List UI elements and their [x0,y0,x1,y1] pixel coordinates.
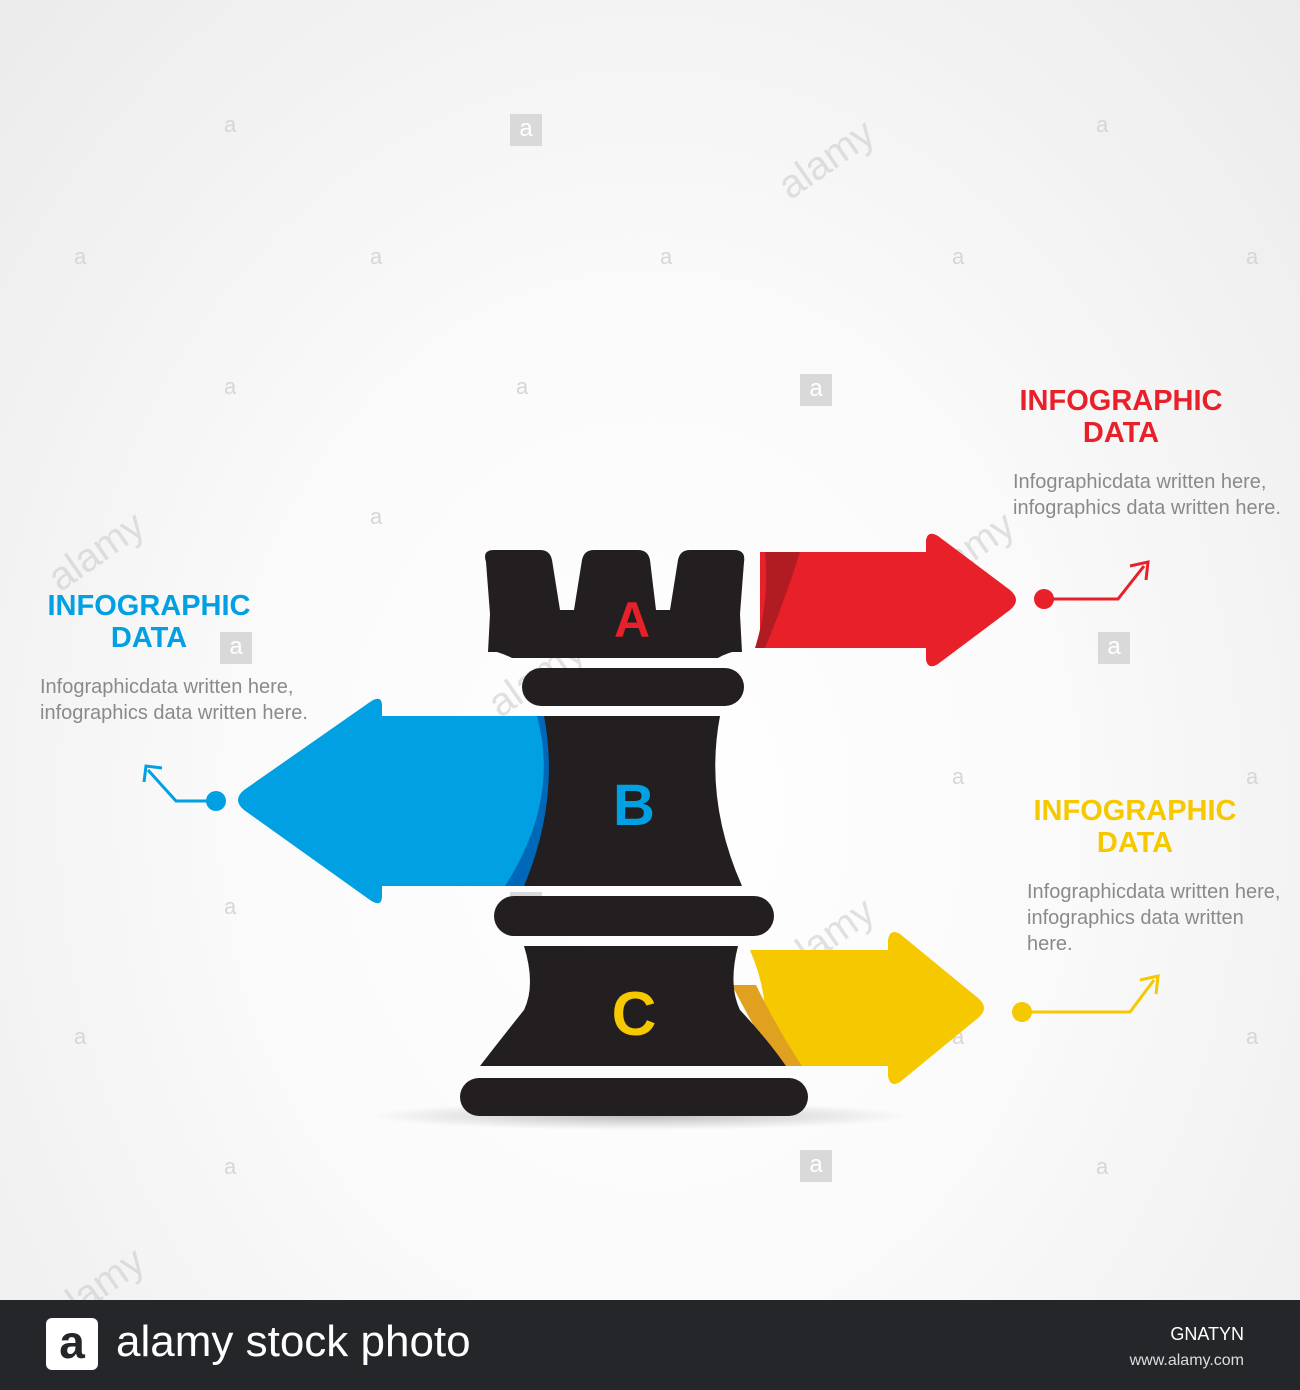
item-b-title: INFOGRAPHIC DATA [19,590,279,654]
connector-a-line [1044,565,1146,601]
watermark-letter: a [952,764,965,789]
item-a-description: Infographicdata written here, infographi… [1013,471,1281,519]
connector-c [1012,974,1160,1022]
watermark-box: a [510,114,542,146]
connector-b-line [146,768,216,803]
watermark-letter: a [74,244,87,269]
watermark-letter: a [224,112,237,137]
rook-lower-body [480,946,786,1066]
letter-a: A [614,592,650,648]
item-c-description: Infographicdata written here, infographi… [1027,881,1281,955]
image-id: GNATYN [1170,1324,1244,1344]
item-c-title-line2: DATA [1096,827,1174,859]
arrow-c-fold [732,985,802,1066]
watermark-box: a [800,374,832,406]
arrow-a-fold [755,552,800,648]
letter-c: C [612,980,657,1049]
rook-diagram: A B C [142,533,1160,1130]
connector-a [1034,560,1150,609]
connector-b-arrowhead [142,764,163,783]
infographic-canvas: a a a a a a a a a a a a a a a a a a a a … [0,0,1300,1336]
watermark-box: a [1098,632,1130,664]
watermark-letter: a [1246,1024,1259,1049]
watermark-letter: a [516,374,529,399]
watermark-box: a [800,1150,832,1182]
connector-c-line [1022,979,1156,1014]
watermark-letter: a [952,244,965,269]
watermark-letter: a [1096,1154,1109,1179]
watermark-letter: a [74,1024,87,1049]
site-url: www.alamy.com [1129,1352,1244,1369]
watermark-letter: a [1246,244,1259,269]
rook-piece [460,550,808,1116]
rook-collar [522,668,744,706]
connector-b [142,764,226,811]
watermark-letter: a [224,894,237,919]
item-b-title-line2: DATA [110,622,188,654]
item-c-title: INFOGRAPHIC DATA [1005,795,1265,859]
item-b-title-line1: INFOGRAPHIC [47,590,251,622]
watermark-letter: a [370,504,383,529]
watermark-letter: a [224,374,237,399]
watermark-letter: a [660,244,673,269]
alamy-logo: a [46,1318,98,1370]
watermark-letter: a [1246,764,1259,789]
arrow-a [755,533,1016,667]
rook-crown [485,550,745,652]
rook-crown-base [488,650,742,658]
item-a-title: INFOGRAPHIC DATA [991,385,1251,449]
item-b-description: Infographicdata written here, infographi… [40,676,308,724]
connector-a-arrowhead [1129,560,1150,581]
rook-ring [494,896,774,936]
item-a-title-line2: DATA [1082,417,1160,449]
brand-text: alamy stock photo [116,1317,471,1366]
watermark-letter: a [224,1154,237,1179]
rook-body [524,716,742,886]
rook-base [460,1078,808,1116]
arrow-c [732,932,984,1084]
arrow-b-fold [505,716,560,886]
letter-b: B [613,773,655,838]
watermark-letter: a [1096,112,1109,137]
item-c-title-line1: INFOGRAPHIC [1033,795,1237,827]
connector-c-arrowhead [1139,974,1160,995]
item-a-title-line1: INFOGRAPHIC [1019,385,1223,417]
stock-footer: a alamy stock photo GNATYN www.alamy.com [0,1300,1300,1390]
arrow-b [238,698,560,904]
watermark-box: a [220,632,252,664]
watermark-letter: a [370,244,383,269]
